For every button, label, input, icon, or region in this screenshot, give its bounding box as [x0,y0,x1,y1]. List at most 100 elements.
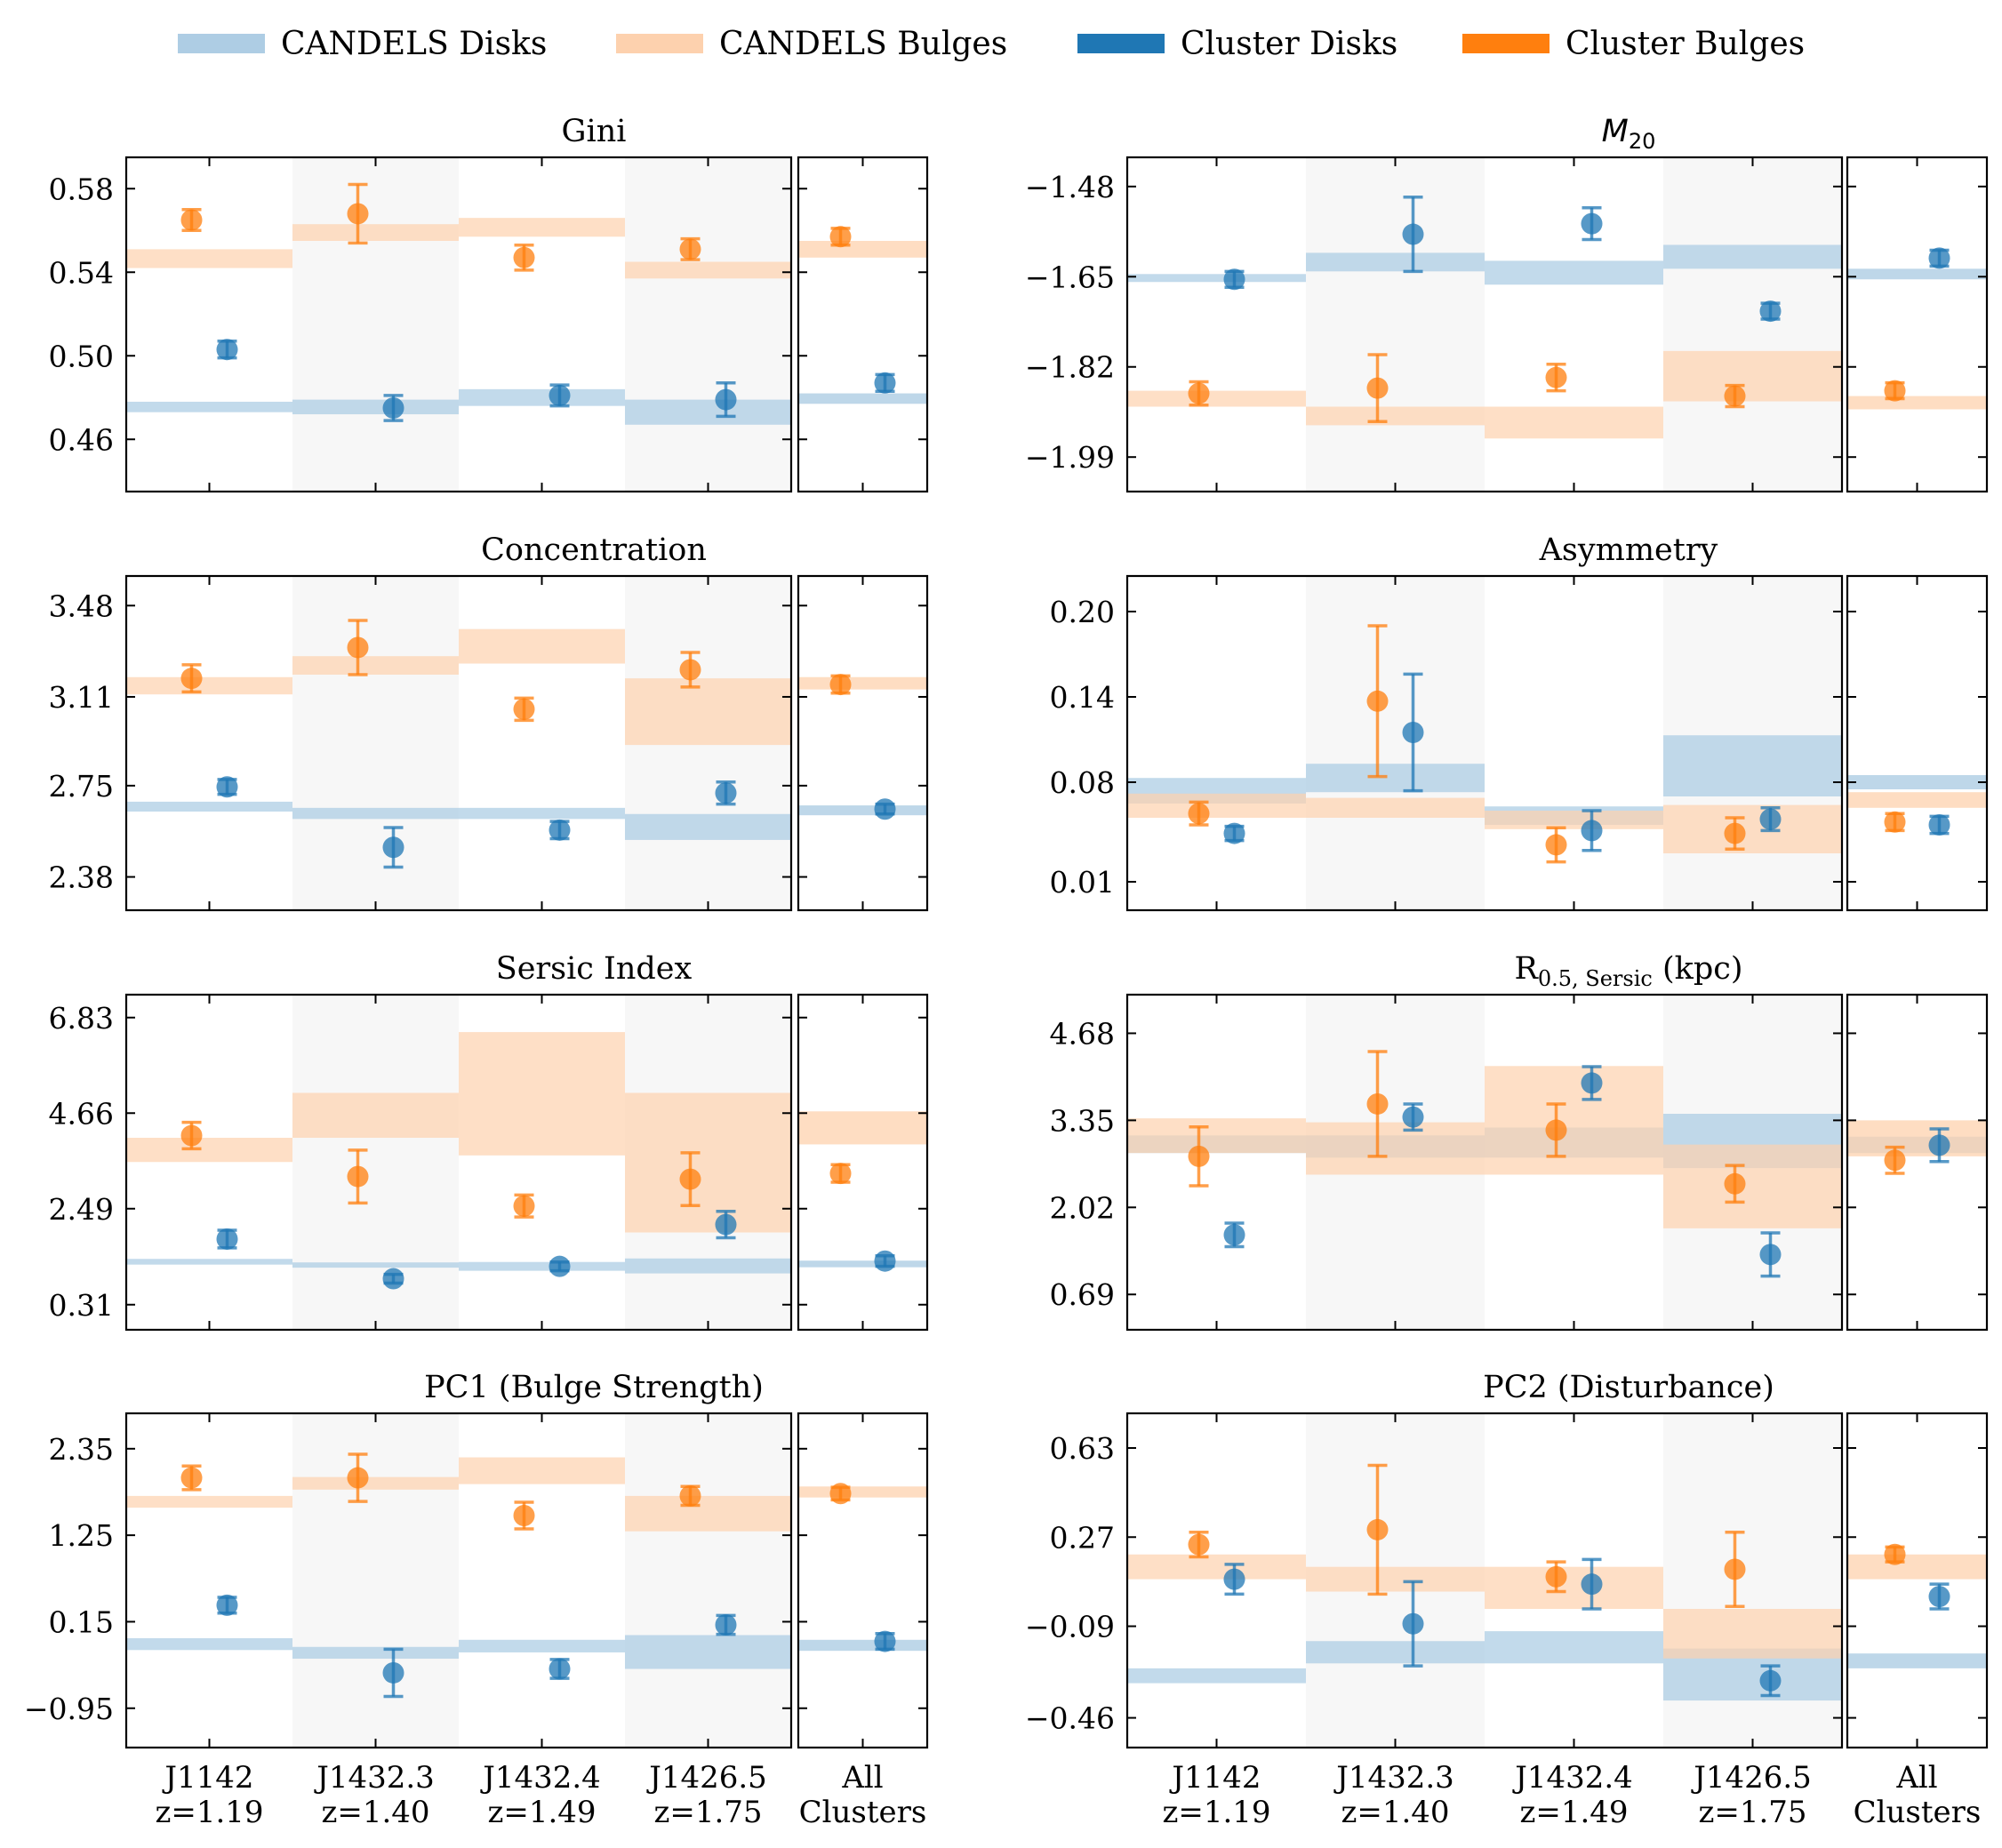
candels-disk-band [292,399,459,415]
candels-bulge-band [126,1138,292,1163]
ytick-label: 0.58 [49,172,114,206]
xtick-label: J1432.3 [1333,1760,1454,1796]
cluster-disk-point [382,836,404,859]
panel-all-area [1847,775,1987,836]
panel-all-area [798,1483,927,1652]
cluster-bulge-point [347,203,369,225]
panel-title: PC1 (Bulge Strength) [424,1370,764,1405]
cluster-disk-point [1223,268,1245,291]
candels-bulge-band [1485,811,1663,829]
axes-frame [124,1412,793,1749]
cluster-bulge-point [679,659,701,681]
cluster-bulge-point [513,698,535,720]
panel-title-main: M [1602,114,1629,149]
cluster-disk-point [549,1255,571,1277]
cluster-disk-point [1402,722,1424,743]
shade-column [292,995,459,1330]
cluster-disk-point [1223,1224,1245,1246]
cluster-disk-point [1581,820,1603,842]
ytick-label: 2.35 [49,1432,114,1467]
candels-disk-band [126,401,292,412]
ytick-label: 3.48 [49,588,114,623]
xtick-label-all: All [841,1760,883,1796]
candels-disk-band [126,1638,292,1651]
cluster-disk-point [216,1228,238,1250]
candels-bulge-band-all [1847,792,1987,808]
xtick-label: J1432.4 [480,1760,601,1796]
cluster-bulge-point [180,209,203,231]
candels-disk-band [459,1261,625,1271]
panel-title-rest: (kpc) [1653,951,1743,987]
cluster-bulge-point [679,1168,701,1190]
shade-column [292,1413,459,1748]
panel-title: Sersic Index [496,951,693,987]
cluster-bulge-point [1545,366,1567,388]
cluster-disk-point [549,1658,571,1680]
legend-swatch-1 [178,34,265,53]
panel-title-sub: 20 [1629,129,1656,154]
ytick-label: 2.02 [1050,1190,1115,1225]
candels-bulge-band-all [798,676,927,690]
cluster-disk-point [1223,1568,1245,1590]
candels-disk-band [292,1646,459,1660]
xtick-label: J1426.5 [646,1760,767,1796]
candels-disk-band [1485,1631,1663,1664]
cluster-bulge-point [513,1195,535,1217]
cluster-bulge-point [513,246,535,268]
panel-8: 0.63 0.27 −0.09 −0.46 PC2 (Disturbance) J1142… [1025,1370,1989,1830]
cluster-disk-point-all [1928,1586,1950,1608]
candels-bulge-band [292,224,459,241]
cluster-disk-point [382,1661,404,1684]
xtick-label: J1432.3 [314,1760,435,1796]
panel-plot-area [126,995,791,1330]
candels-bulge-band-all [798,1111,927,1145]
cluster-disk-point [549,384,571,406]
candels-bulge-band [1127,1118,1306,1154]
shade-column [292,157,459,492]
panel-all-area [1847,1543,1987,1668]
candels-disk-band-all [798,393,927,404]
panel-all-area [798,226,927,404]
candels-disk-band-all [798,1260,927,1268]
xtick-sublabel: z=1.40 [1341,1795,1449,1830]
cluster-disk-point [382,397,404,419]
cluster-bulge-point [1366,690,1389,712]
candels-disk-band [1663,735,1842,796]
candels-bulge-band [459,1032,625,1156]
candels-bulge-band [459,1457,625,1484]
cluster-bulge-point [1188,1533,1210,1556]
candels-bulge-band [292,1476,459,1490]
axes-frame [1125,574,1844,912]
panel-7: 2.35 1.25 0.15 −0.95 PC1 (Bulge Strength) J11… [24,1370,929,1830]
cluster-disk-point [1581,212,1603,235]
cluster-disk-point [1581,1573,1603,1596]
cluster-disk-point-all [874,372,896,394]
cluster-bulge-point [679,238,701,260]
panel-5: 6.83 4.66 2.49 0.31 Sersic Index [49,951,929,1332]
panel-6: 4.68 3.35 2.02 0.69 R0.5, Sersic (kpc) [1050,951,1989,1332]
panel-plot-area [1127,995,1842,1330]
candels-disk-band [459,807,625,820]
panel-title: Concentration [481,532,707,568]
cluster-bulge-point-all [829,1163,852,1185]
cluster-disk-point [382,1268,404,1290]
candels-disk-band [625,399,791,425]
panel-all-area [1847,1120,1987,1175]
ytick-label: −1.82 [1025,350,1115,385]
xtick-label: J1142 [1169,1760,1261,1796]
ytick-label: 2.49 [49,1192,114,1227]
candels-bulge-band [625,261,791,279]
panel-all-area [1847,247,1987,410]
ytick-label: 1.25 [49,1518,114,1553]
ytick-label: 3.35 [1050,1103,1115,1138]
candels-bulge-band [1306,1566,1485,1592]
shade-column [1663,157,1842,492]
xtick-label: J1142 [162,1760,253,1796]
cluster-bulge-point [679,1484,701,1507]
panel-plot-area [1127,1413,1842,1748]
candels-bulge-band [625,1495,791,1532]
cluster-disk-point [1759,1244,1782,1266]
ytick-label: 0.14 [1050,680,1115,715]
ytick-label: 4.66 [49,1096,114,1131]
